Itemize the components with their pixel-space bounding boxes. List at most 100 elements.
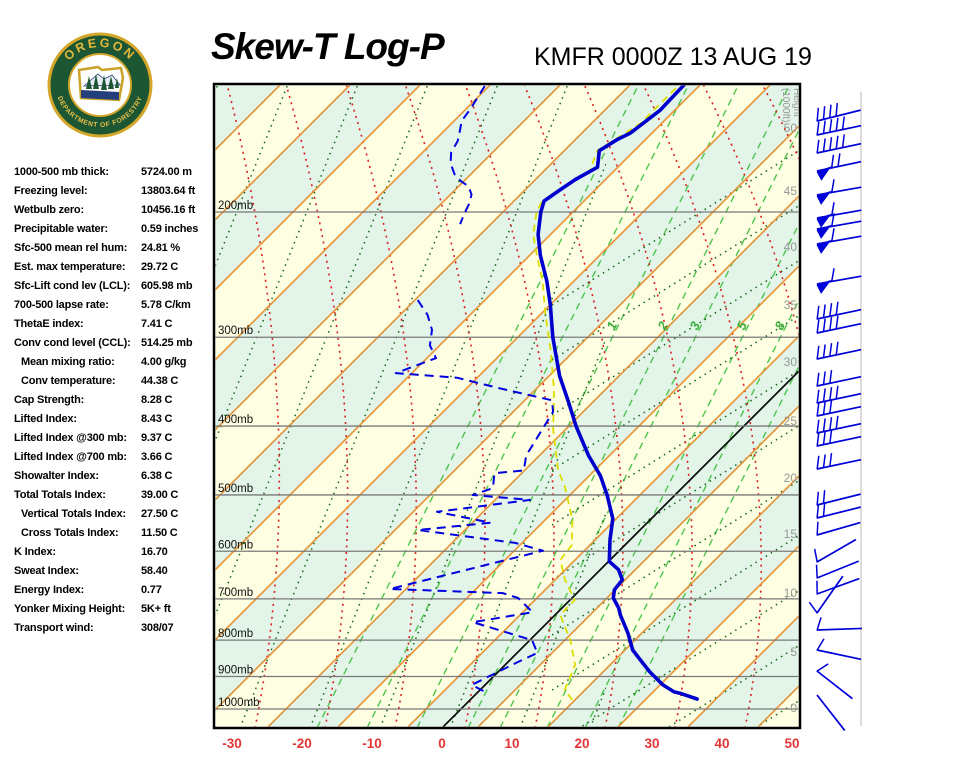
stat-value: 58.40 (141, 565, 168, 577)
dewpoint-curve-upper (449, 85, 486, 225)
stat-label: 1000-500 mb thick: (14, 166, 109, 178)
barb-feather (816, 107, 820, 122)
stat-label: ThetaE index: (14, 318, 84, 330)
barb-feather (829, 343, 833, 357)
moist-adiabat (345, 85, 418, 727)
barb-feather (822, 388, 826, 403)
stat-label: Cap Strength: (14, 394, 85, 406)
moist-adiabat (404, 85, 486, 727)
barb-feather (822, 106, 826, 120)
stat-row: Cross Totals Index: 11.50 C (14, 527, 224, 546)
stat-row: Lifted Index @700 mb: 3.66 C (14, 451, 224, 470)
isotherm-line (215, 85, 701, 571)
barb-feather (816, 638, 825, 651)
isotherm-line (215, 85, 771, 641)
moist-adiabat (167, 84, 211, 728)
isotherm-line (215, 85, 631, 501)
stat-value: 16.70 (141, 546, 168, 558)
stat-row: Sweat Index: 58.40 (14, 565, 224, 584)
wind-barb (816, 213, 862, 239)
height-label: 40 (784, 240, 798, 254)
odf-logo: OREGON DEPARTMENT OF FORESTRY (47, 32, 153, 138)
stat-row: ThetaE index: 7.41 C (14, 318, 224, 337)
barb-feather (829, 387, 833, 401)
stat-row: Mean mixing ratio: 4.00 g/kg (14, 356, 224, 375)
barb-feather (816, 504, 820, 519)
stat-label: Transport wind: (14, 622, 94, 634)
stat-label: 700-500 lapse rate: (14, 299, 109, 311)
height-label: 30 (784, 355, 798, 369)
dotted-line (552, 425, 799, 581)
wind-barb (816, 663, 853, 700)
stat-value: 514.25 mb (141, 337, 193, 349)
wind-barb (816, 503, 861, 519)
barb-staff (816, 375, 862, 387)
saturation-lines-shallow (552, 150, 799, 727)
moist-adiabat (464, 85, 555, 727)
temp-axis-label: -10 (362, 736, 382, 751)
stat-value: 5724.00 m (141, 166, 192, 178)
barb-staff (816, 577, 860, 595)
barb-feather (822, 490, 826, 504)
barb-feather (829, 119, 833, 133)
barb-feather (830, 154, 835, 168)
stat-value: 8.28 C (141, 394, 173, 406)
dotted-line (552, 315, 799, 471)
barb-feather (816, 455, 820, 470)
stat-row: Cap Strength: 8.28 C (14, 394, 224, 413)
isotherm-line (215, 125, 799, 711)
isotherm-line (407, 335, 799, 727)
barb-staff (816, 392, 862, 404)
stat-value: 9.37 C (141, 432, 173, 444)
barb-feather (815, 564, 818, 579)
barb-feather (822, 120, 826, 135)
wind-barb (816, 228, 862, 254)
height-label: 50 (784, 121, 798, 135)
height-axis-title: Height (791, 88, 802, 117)
wind-barb (815, 560, 860, 579)
barb-feather (816, 139, 820, 154)
dewpoint-curve (388, 299, 555, 693)
stat-value: 44.38 C (141, 375, 179, 387)
temp-axis-label: 0 (438, 736, 446, 751)
stat-value: 308/07 (141, 622, 174, 634)
stat-label: Vertical Totals Index: (21, 508, 126, 520)
pressure-label: 1000mb (218, 697, 260, 709)
stat-value: 3.66 C (141, 451, 173, 463)
barb-feather (831, 202, 835, 216)
barb-pennant (816, 213, 832, 228)
stat-value: 13803.64 ft (141, 185, 196, 197)
barb-feather (822, 418, 826, 433)
barb-feather (841, 116, 845, 131)
stat-row: Est. max temperature: 29.72 C (14, 261, 224, 280)
wind-barb (816, 521, 861, 536)
mixing-ratio-line (416, 85, 740, 727)
temp-axis-label: 10 (504, 736, 519, 751)
wind-barb (816, 638, 862, 661)
barb-staff (816, 308, 862, 320)
barb-feather (835, 341, 839, 356)
stat-value: 7.41 C (141, 318, 173, 330)
isotherm-line (267, 195, 799, 727)
stat-value: 6.38 C (141, 470, 173, 482)
barb-pennant (816, 279, 832, 294)
mixing-ratio-line (546, 223, 799, 727)
barb-staff (816, 649, 862, 661)
wind-barb (816, 116, 862, 136)
barb-feather (816, 305, 820, 320)
wetbulb-curve (532, 85, 680, 701)
pressure-label: 900mb (218, 664, 253, 676)
stat-row: Precipitable water: 0.59 inches (14, 223, 224, 242)
stat-value: 0.77 (141, 584, 162, 596)
stat-value: 24.81 % (141, 242, 180, 254)
height-label: 5 (790, 645, 797, 659)
temp-axis-label: 30 (644, 736, 659, 751)
barb-feather (816, 432, 820, 447)
stat-label: Wetbulb zero: (14, 204, 84, 216)
stat-label: Sfc-Lift cond lev (LCL): (14, 280, 131, 292)
wind-barb (816, 400, 862, 417)
mixing-ratio-line (584, 299, 799, 727)
barb-feather (835, 301, 839, 316)
